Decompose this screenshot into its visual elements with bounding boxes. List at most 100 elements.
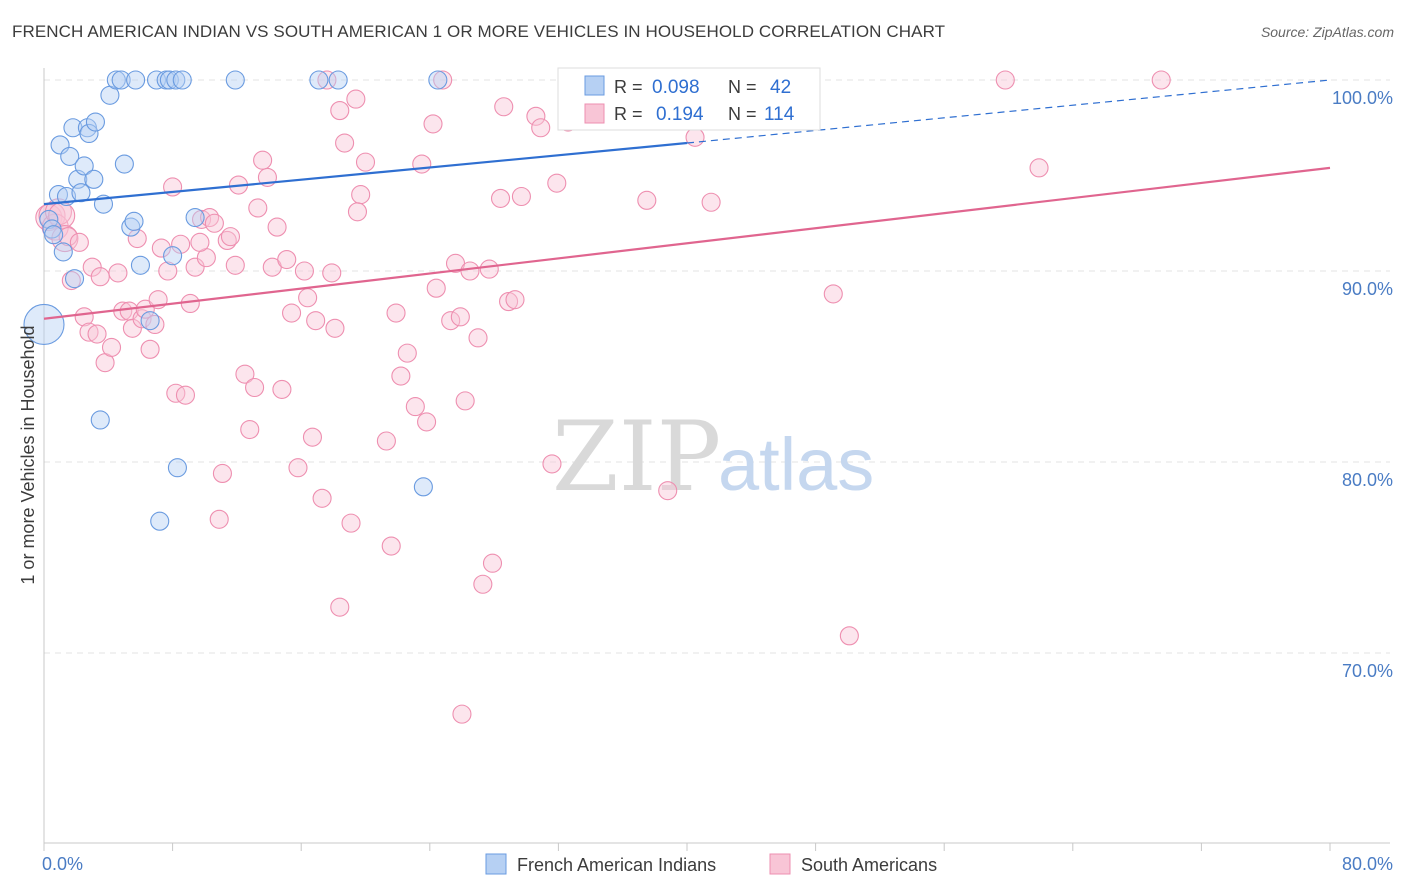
data-point <box>330 101 350 121</box>
data-point <box>140 339 160 359</box>
data-point <box>312 488 332 508</box>
data-point <box>158 261 178 281</box>
y-axis-label: 1 or more Vehicles in Household <box>18 325 38 584</box>
data-point <box>58 227 78 247</box>
data-point <box>74 307 94 327</box>
data-point <box>171 234 191 254</box>
data-point <box>391 366 411 386</box>
data-point <box>441 311 461 331</box>
y-tick-label-1: 90.0% <box>1342 279 1393 299</box>
data-point <box>220 227 241 247</box>
data-point <box>302 427 323 447</box>
series-south-americans <box>35 70 1171 724</box>
legend-swatch-french-american-indians <box>485 853 507 875</box>
tick-labels: 100.0% 90.0% 80.0% 70.0% 0.0% 80.0% <box>42 88 1393 874</box>
data-point <box>282 303 302 323</box>
stats-n-value-blue: 42 <box>770 77 791 98</box>
data-point <box>701 192 721 212</box>
data-point <box>53 242 73 262</box>
data-point <box>122 318 142 338</box>
data-point <box>212 463 232 484</box>
data-point <box>298 288 318 308</box>
data-point <box>499 292 519 312</box>
chart-source: Source: ZipAtlas.com <box>1260 24 1394 40</box>
data-point <box>433 70 453 90</box>
data-point <box>87 324 107 344</box>
y-tick-label-2: 80.0% <box>1342 470 1393 490</box>
data-point <box>355 152 376 172</box>
data-point <box>309 70 329 90</box>
x-tick-label-0: 0.0% <box>42 854 83 874</box>
data-point <box>167 458 187 478</box>
data-point <box>235 364 255 384</box>
watermark-zip: ZIP <box>552 401 721 513</box>
data-point <box>166 70 186 90</box>
data-point <box>1029 158 1049 178</box>
legend-label-french-american-indians: French American Indians <box>517 855 716 875</box>
data-point <box>151 238 171 258</box>
data-point <box>468 328 488 348</box>
data-point <box>150 511 170 531</box>
data-point <box>245 377 265 398</box>
data-point <box>84 169 104 189</box>
stats-r-label-pink: R = <box>614 104 643 124</box>
data-point <box>412 154 432 174</box>
data-point <box>114 154 134 174</box>
data-point <box>325 318 345 338</box>
data-point <box>191 209 212 229</box>
data-point <box>413 477 433 497</box>
data-point <box>450 307 470 327</box>
data-point <box>531 118 551 138</box>
chart-title: FRENCH AMERICAN INDIAN VS SOUTH AMERICAN… <box>12 22 946 41</box>
data-point <box>23 303 65 346</box>
data-point <box>490 188 511 208</box>
axes <box>43 68 1390 851</box>
data-point <box>839 626 859 646</box>
data-point <box>82 257 102 277</box>
data-point <box>44 225 64 245</box>
data-point <box>397 343 417 363</box>
data-point <box>61 270 81 291</box>
data-point <box>288 458 308 478</box>
data-point <box>101 337 122 357</box>
data-point <box>267 217 287 237</box>
data-point <box>185 207 205 228</box>
data-point <box>69 232 89 252</box>
data-point <box>511 186 531 207</box>
data-point <box>335 133 355 153</box>
data-point <box>121 217 141 237</box>
data-point <box>460 261 480 281</box>
data-point <box>190 232 210 252</box>
data-point <box>106 70 126 90</box>
stats-r-value-pink: 0.194 <box>656 104 704 125</box>
data-point <box>658 481 678 501</box>
data-point <box>526 106 546 126</box>
data-point <box>347 202 368 222</box>
data-point <box>547 173 567 193</box>
data-point <box>225 255 245 275</box>
data-point <box>111 70 131 90</box>
data-point <box>637 190 657 210</box>
data-point <box>386 303 406 323</box>
legend-swatch-south-americans <box>769 853 791 875</box>
bottom-legend: French American Indians South Americans <box>485 853 937 875</box>
series-french-american-indians <box>23 70 448 531</box>
data-point <box>277 249 297 270</box>
data-point <box>209 509 229 529</box>
data-point <box>426 278 446 298</box>
data-point <box>505 290 525 310</box>
data-point <box>452 704 472 724</box>
data-point <box>253 150 273 170</box>
legend-label-south-americans: South Americans <box>801 855 937 875</box>
data-point <box>130 255 150 275</box>
stats-legend-swatch-blue <box>584 75 605 96</box>
y-tick-label-0: 100.0% <box>1332 88 1393 108</box>
stats-n-value-pink: 114 <box>764 104 795 125</box>
data-point <box>381 536 401 556</box>
data-point <box>306 311 326 331</box>
trend-lines <box>43 79 1331 320</box>
data-point <box>64 269 85 289</box>
data-point <box>140 311 160 331</box>
data-point <box>482 553 503 573</box>
